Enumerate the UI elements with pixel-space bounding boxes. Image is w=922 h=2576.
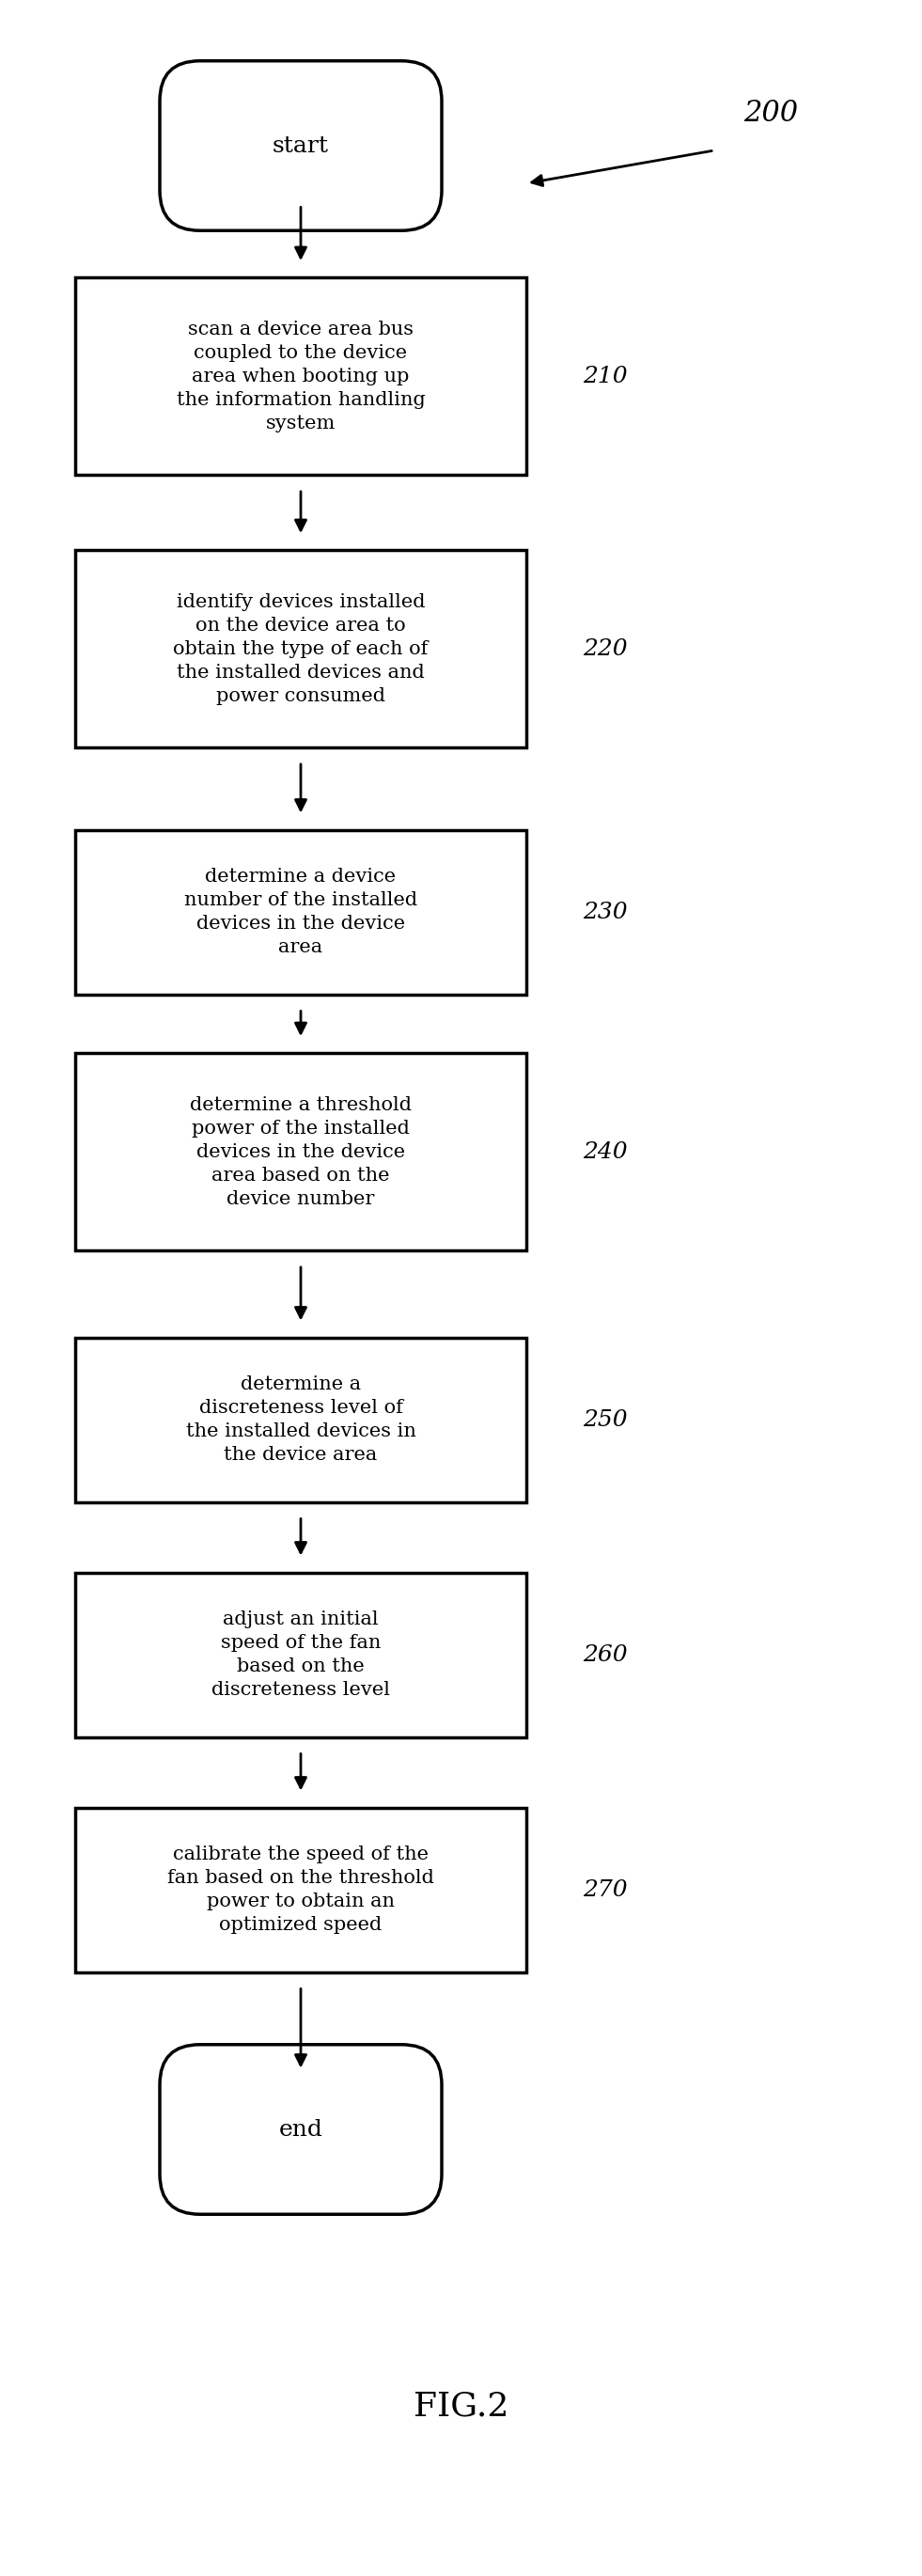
Bar: [76, 1054, 526, 1249]
Text: 220: 220: [583, 639, 628, 659]
Bar: [76, 1571, 526, 1736]
FancyBboxPatch shape: [160, 2045, 442, 2215]
Bar: [76, 1808, 526, 1973]
Text: 250: 250: [583, 1409, 628, 1430]
Text: calibrate the speed of the
fan based on the threshold
power to obtain an
optimiz: calibrate the speed of the fan based on …: [168, 1844, 434, 1935]
Text: identify devices installed
on the device area to
obtain the type of each of
the : identify devices installed on the device…: [173, 592, 429, 706]
FancyBboxPatch shape: [160, 62, 442, 232]
Text: determine a device
number of the installed
devices in the device
area: determine a device number of the install…: [184, 868, 418, 956]
Bar: [76, 278, 526, 474]
Text: FIG.2: FIG.2: [413, 2391, 509, 2424]
Bar: [76, 829, 526, 994]
Text: 230: 230: [583, 902, 628, 922]
Text: 240: 240: [583, 1141, 628, 1162]
Text: determine a
discreteness level of
the installed devices in
the device area: determine a discreteness level of the in…: [185, 1376, 416, 1463]
Text: 210: 210: [583, 366, 628, 386]
Text: end: end: [278, 2117, 323, 2141]
Text: 200: 200: [743, 98, 798, 126]
Bar: [76, 551, 526, 747]
Text: determine a threshold
power of the installed
devices in the device
area based on: determine a threshold power of the insta…: [190, 1095, 411, 1208]
Text: 260: 260: [583, 1643, 628, 1667]
Text: scan a device area bus
coupled to the device
area when booting up
the informatio: scan a device area bus coupled to the de…: [176, 319, 425, 433]
Text: 270: 270: [583, 1878, 628, 1901]
Text: adjust an initial
speed of the fan
based on the
discreteness level: adjust an initial speed of the fan based…: [211, 1610, 390, 1698]
Bar: [76, 1337, 526, 1502]
Text: start: start: [273, 134, 329, 157]
